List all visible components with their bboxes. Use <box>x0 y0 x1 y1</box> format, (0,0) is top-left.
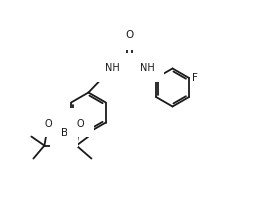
Text: O: O <box>125 30 134 40</box>
Text: B: B <box>61 127 68 137</box>
Text: F: F <box>192 73 198 83</box>
Text: O: O <box>45 118 52 128</box>
Text: NH: NH <box>105 63 120 73</box>
Text: NH: NH <box>140 63 155 73</box>
Text: O: O <box>77 118 84 128</box>
